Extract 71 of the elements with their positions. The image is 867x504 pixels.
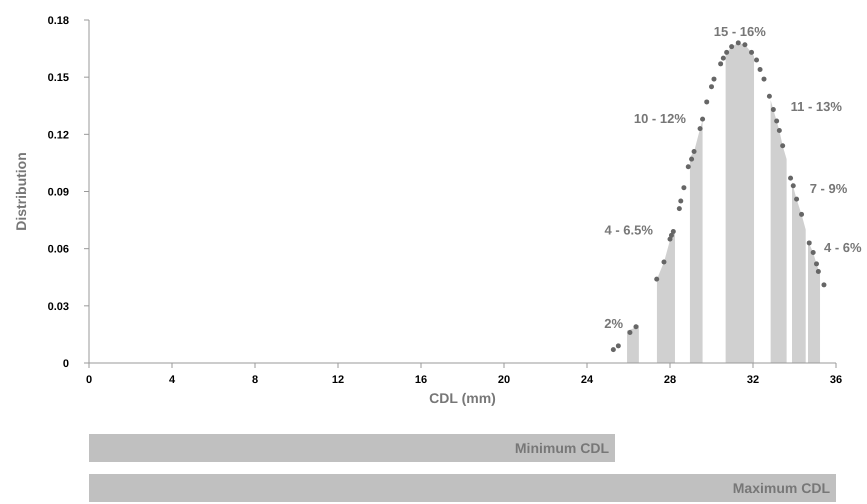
point bbox=[788, 176, 794, 181]
annotation: 15 - 16% bbox=[714, 24, 766, 39]
x-tick-label: 20 bbox=[498, 374, 510, 386]
annotation: 10 - 12% bbox=[634, 111, 686, 126]
point bbox=[670, 229, 676, 234]
point bbox=[676, 206, 682, 212]
point bbox=[742, 42, 748, 48]
point bbox=[720, 56, 726, 61]
annotation: 7 - 9% bbox=[810, 180, 848, 196]
point bbox=[749, 50, 754, 55]
annotation: 11 - 13% bbox=[790, 99, 842, 114]
y-tick-label: 0.12 bbox=[48, 129, 69, 142]
x-tick-label: 4 bbox=[168, 374, 176, 386]
point bbox=[610, 347, 616, 352]
y-tick-label: 0 bbox=[62, 358, 69, 370]
point bbox=[790, 183, 796, 188]
y-tick-label: 0.03 bbox=[48, 300, 69, 313]
point bbox=[758, 67, 763, 72]
point bbox=[709, 84, 714, 90]
point bbox=[754, 58, 760, 63]
y-axis-title: Distribution bbox=[13, 152, 29, 231]
point bbox=[770, 107, 776, 112]
point bbox=[627, 330, 632, 336]
point bbox=[736, 40, 741, 46]
point bbox=[686, 164, 691, 170]
point bbox=[711, 76, 716, 82]
y-tick-label: 0.15 bbox=[48, 72, 69, 84]
point bbox=[616, 343, 621, 348]
x-axis-title: CDL (mm) bbox=[429, 390, 496, 406]
point bbox=[766, 94, 772, 99]
point bbox=[678, 198, 684, 204]
y-tick-label: Maximum CDL bbox=[732, 480, 830, 496]
point bbox=[821, 282, 826, 288]
point bbox=[761, 76, 766, 82]
x-tick-label: 0 bbox=[86, 374, 92, 386]
x-tick-label: 36 bbox=[830, 374, 842, 386]
point bbox=[692, 148, 697, 154]
annotation: 2% bbox=[604, 316, 624, 331]
point bbox=[654, 276, 660, 282]
point bbox=[668, 232, 674, 238]
y-tick-label: 0.09 bbox=[48, 186, 69, 198]
x-tick-label: 16 bbox=[414, 374, 428, 386]
annotation: 4 - 6% bbox=[824, 240, 862, 256]
annotation: 4 - 6.5% bbox=[604, 222, 654, 238]
point bbox=[799, 212, 804, 217]
y-tick-label: Minimum CDL bbox=[514, 440, 610, 456]
point bbox=[718, 61, 724, 66]
point bbox=[729, 44, 734, 50]
x-tick-label: 24 bbox=[580, 374, 594, 386]
point bbox=[776, 128, 782, 134]
point bbox=[661, 260, 666, 265]
x-tick-label: 8 bbox=[252, 374, 258, 386]
point bbox=[698, 126, 703, 132]
point bbox=[724, 50, 730, 55]
point bbox=[704, 99, 710, 104]
y-tick-label: 0.06 bbox=[48, 244, 69, 256]
point bbox=[774, 118, 780, 124]
x-tick-label: 28 bbox=[664, 374, 676, 386]
x-tick-label: 12 bbox=[332, 374, 344, 386]
point bbox=[806, 240, 812, 246]
point bbox=[780, 143, 786, 148]
point bbox=[810, 250, 816, 255]
point bbox=[633, 324, 638, 330]
point bbox=[794, 196, 800, 202]
x-tick-label: 32 bbox=[746, 374, 760, 386]
point bbox=[816, 269, 821, 274]
point bbox=[689, 156, 694, 162]
point bbox=[814, 261, 819, 266]
y-tick-label: 0.18 bbox=[48, 15, 69, 27]
point bbox=[700, 116, 706, 122]
point bbox=[681, 185, 686, 190]
